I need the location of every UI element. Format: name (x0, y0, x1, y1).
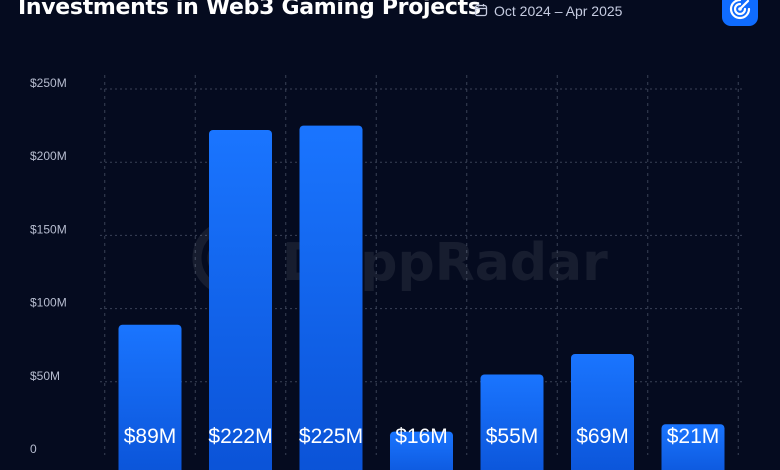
y-tick-label: $150M (30, 222, 67, 236)
y-tick-label: $50M (30, 369, 60, 383)
grid-lines (100, 75, 745, 455)
bar[interactable] (209, 129, 272, 470)
bar-value-label: $69M (576, 425, 629, 448)
bar[interactable] (661, 424, 725, 470)
y-tick-label: 0 (30, 442, 37, 456)
date-range-text: Oct 2024 – Apr 2025 (494, 3, 623, 19)
bars: $89M $222M $225M $16M $55M $69M $21M (118, 125, 725, 470)
bar-value-label: $222M (208, 425, 272, 448)
y-tick-label: $100M (30, 296, 67, 310)
y-axis: 0 $50M $100M $150M $200M $250M (30, 76, 67, 456)
date-range[interactable]: Oct 2024 – Apr 2025 (474, 1, 622, 21)
bar[interactable] (571, 353, 634, 470)
bar-value-label: $55M (486, 425, 539, 448)
bar[interactable] (299, 125, 363, 470)
calendar-icon (474, 3, 488, 20)
chart-title: Investments in Web3 Gaming Projects (18, 0, 481, 20)
bar[interactable] (390, 431, 453, 470)
bar-value-label: $16M (395, 425, 448, 448)
chart-header: Investments in Web3 Gaming Projects Oct … (0, 0, 780, 40)
bar-value-label: $225M (299, 425, 363, 448)
bar-value-label: $89M (124, 425, 177, 448)
y-tick-label: $200M (30, 149, 67, 163)
bar[interactable] (480, 374, 544, 470)
y-tick-label: $250M (30, 76, 67, 90)
dappradar-logo-icon[interactable] (722, 0, 758, 26)
bar-value-label: $21M (667, 425, 720, 448)
bar[interactable] (118, 324, 182, 470)
